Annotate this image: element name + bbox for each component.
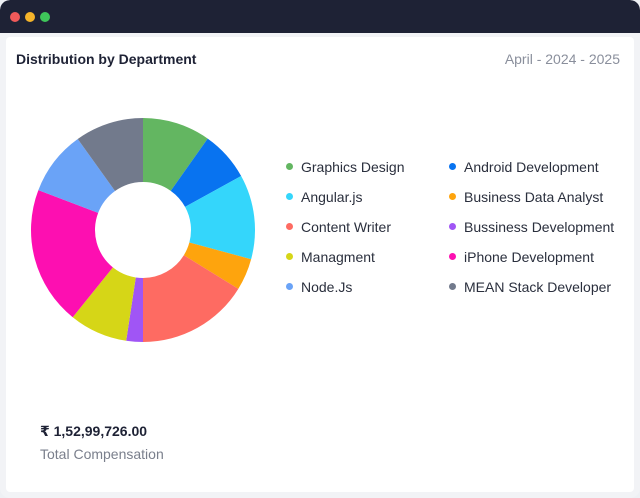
legend-swatch-icon	[286, 223, 293, 230]
donut-slice-mean-stack-developer[interactable]	[77, 118, 143, 191]
legend-label: Business Data Analyst	[464, 188, 604, 205]
card-title: Distribution by Department	[16, 51, 197, 67]
department-donut-chart	[30, 118, 256, 342]
legend-label: Angular.js	[301, 188, 363, 205]
legend-swatch-icon	[286, 193, 293, 200]
legend-item-angular-js[interactable]: Angular.js	[286, 187, 449, 206]
legend-item-android-development[interactable]: Android Development	[449, 157, 626, 176]
donut-slice-iphone-development[interactable]	[30, 190, 113, 318]
legend-swatch-icon	[449, 223, 456, 230]
donut-slice-managment[interactable]	[72, 267, 136, 341]
legend-item-managment[interactable]: Managment	[286, 247, 449, 266]
legend-label: Graphics Design	[301, 158, 405, 175]
legend-swatch-icon	[449, 253, 456, 260]
legend-swatch-icon	[286, 253, 293, 260]
legend-item-mean-stack-developer[interactable]: MEAN Stack Developer	[449, 277, 626, 296]
minimize-window-button[interactable]	[25, 12, 35, 22]
department-distribution-card: Distribution by Department April - 2024 …	[6, 37, 634, 492]
legend-swatch-icon	[449, 283, 456, 290]
legend-swatch-icon	[286, 163, 293, 170]
donut-slice-bussiness-development[interactable]	[126, 277, 143, 342]
donut-slice-node-js[interactable]	[38, 138, 116, 213]
legend-label: Content Writer	[301, 218, 391, 235]
legend-item-bussiness-development[interactable]: Bussiness Development	[449, 217, 626, 236]
window-titlebar	[0, 0, 640, 33]
donut-slice-graphics-design[interactable]	[143, 118, 208, 191]
legend-item-content-writer[interactable]: Content Writer	[286, 217, 449, 236]
legend-label: Managment	[301, 248, 375, 265]
total-compensation-amount: ₹ 1,52,99,726.00	[40, 423, 148, 439]
date-range[interactable]: April - 2024 - 2025	[504, 51, 620, 67]
chart-legend: Graphics Design Android Development Angula…	[286, 157, 626, 296]
donut-slice-angular-js[interactable]	[185, 176, 256, 260]
legend-label: iPhone Development	[464, 248, 594, 265]
legend-item-business-data-analyst[interactable]: Business Data Analyst	[449, 187, 626, 206]
legend-label: Android Development	[464, 158, 599, 175]
legend-item-iphone-development[interactable]: iPhone Development	[449, 247, 626, 266]
legend-swatch-icon	[449, 163, 456, 170]
donut-slice-business-data-analyst[interactable]	[183, 242, 252, 289]
legend-swatch-icon	[449, 193, 456, 200]
legend-label: MEAN Stack Developer	[464, 278, 612, 295]
donut-slice-content-writer[interactable]	[143, 255, 239, 342]
legend-swatch-icon	[286, 283, 293, 290]
maximize-window-button[interactable]	[40, 12, 50, 22]
legend-item-node-js[interactable]: Node.Js	[286, 277, 449, 296]
legend-label: Bussiness Development	[464, 218, 615, 235]
donut-slice-android-development[interactable]	[170, 138, 242, 207]
legend-item-graphics-design[interactable]: Graphics Design	[286, 157, 449, 176]
total-compensation-label: Total Compensation	[40, 446, 164, 462]
legend-label: Node.Js	[301, 278, 353, 295]
close-window-button[interactable]	[10, 12, 20, 22]
